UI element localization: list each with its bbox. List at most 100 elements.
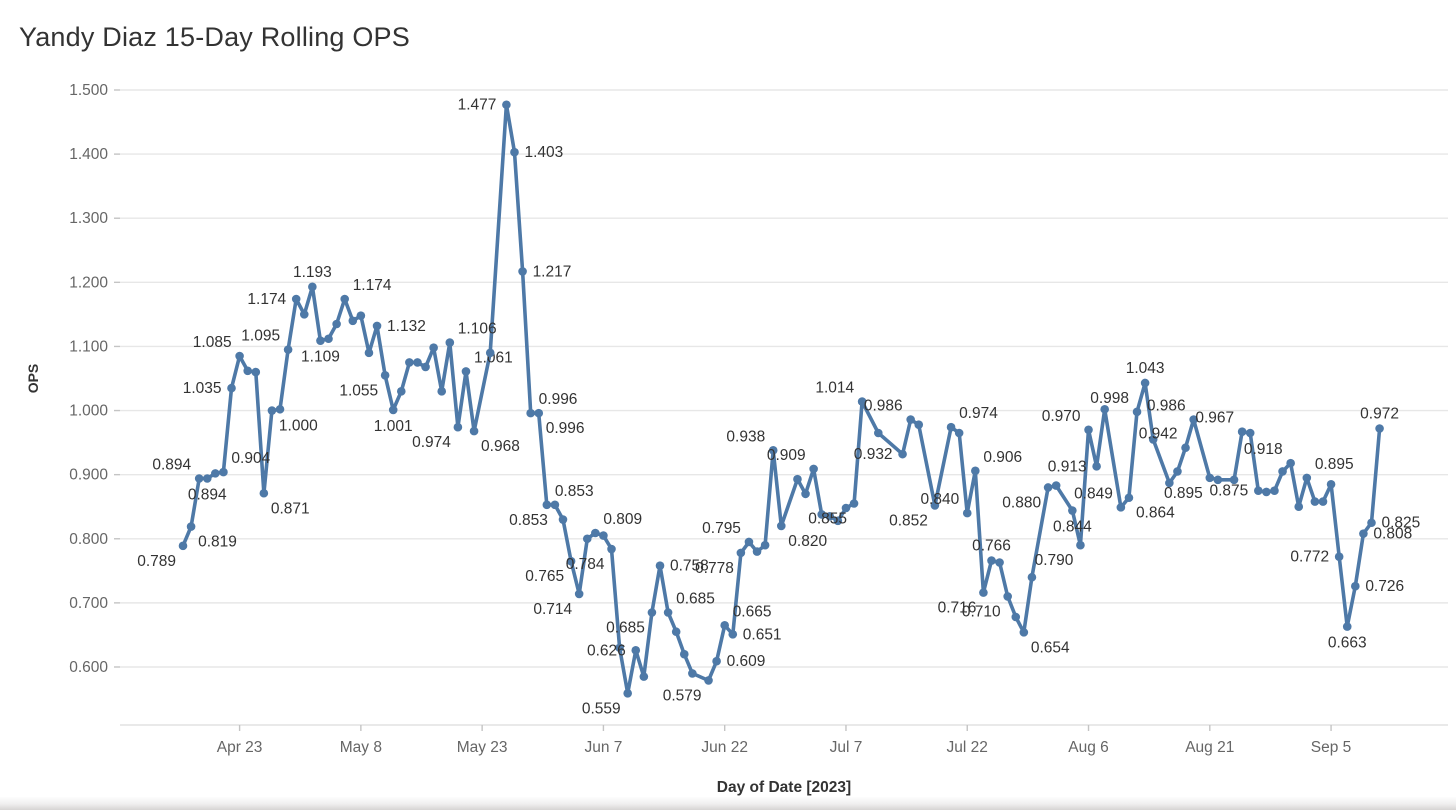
data-point[interactable] xyxy=(445,338,455,347)
data-point[interactable] xyxy=(396,387,406,396)
data-point[interactable] xyxy=(558,515,568,524)
data-point[interactable] xyxy=(647,608,657,617)
data-point[interactable] xyxy=(663,608,673,617)
data-point[interactable] xyxy=(1124,493,1134,503)
data-point[interactable] xyxy=(372,321,382,331)
data-point[interactable] xyxy=(987,556,996,565)
data-point[interactable] xyxy=(1116,503,1126,512)
data-point[interactable] xyxy=(825,512,835,521)
data-point[interactable] xyxy=(202,474,212,483)
data-point[interactable] xyxy=(1375,424,1384,433)
data-point[interactable] xyxy=(1334,552,1344,562)
data-point[interactable] xyxy=(1367,518,1376,528)
data-point[interactable] xyxy=(768,445,778,455)
data-point[interactable] xyxy=(1181,443,1190,453)
data-point[interactable] xyxy=(243,366,252,376)
data-point[interactable] xyxy=(623,688,632,698)
data-point[interactable] xyxy=(688,669,697,678)
data-point[interactable] xyxy=(631,646,641,655)
data-point[interactable] xyxy=(712,656,721,666)
data-point[interactable] xyxy=(1132,407,1142,417)
data-point[interactable] xyxy=(421,362,430,372)
data-point[interactable] xyxy=(267,406,277,415)
data-point[interactable] xyxy=(1262,487,1271,497)
data-point[interactable] xyxy=(1359,529,1368,538)
data-point[interactable] xyxy=(671,627,681,637)
data-point[interactable] xyxy=(332,319,341,329)
data-point[interactable] xyxy=(793,474,802,484)
data-point[interactable] xyxy=(954,428,964,438)
data-point[interactable] xyxy=(1318,497,1328,506)
data-point[interactable] xyxy=(1278,467,1287,476)
data-point[interactable] xyxy=(1084,425,1093,435)
data-point[interactable] xyxy=(299,310,309,319)
data-point[interactable] xyxy=(1270,486,1279,495)
data-point[interactable] xyxy=(962,508,972,518)
data-point[interactable] xyxy=(1068,506,1077,515)
data-point[interactable] xyxy=(542,500,552,510)
data-point[interactable] xyxy=(582,534,592,544)
data-point[interactable] xyxy=(809,464,818,474)
data-point[interactable] xyxy=(178,541,188,551)
data-point[interactable] xyxy=(356,311,366,320)
data-point[interactable] xyxy=(841,503,851,513)
data-point[interactable] xyxy=(574,589,584,599)
data-point[interactable] xyxy=(639,672,649,681)
data-point[interactable] xyxy=(1351,581,1360,591)
data-point[interactable] xyxy=(235,351,244,361)
data-point[interactable] xyxy=(720,621,729,630)
data-point[interactable] xyxy=(833,516,843,526)
data-point[interactable] xyxy=(1254,486,1263,495)
data-point[interactable] xyxy=(979,588,988,597)
data-point[interactable] xyxy=(1342,622,1352,631)
data-point[interactable] xyxy=(380,370,390,380)
data-point[interactable] xyxy=(518,267,527,276)
data-point[interactable] xyxy=(615,643,624,653)
data-point[interactable] xyxy=(348,316,358,326)
data-point[interactable] xyxy=(388,405,398,415)
data-point[interactable] xyxy=(728,629,738,639)
data-point[interactable] xyxy=(1310,497,1320,506)
data-point[interactable] xyxy=(906,415,915,424)
data-point[interactable] xyxy=(1286,458,1295,468)
data-point[interactable] xyxy=(291,294,301,304)
data-point[interactable] xyxy=(510,147,519,157)
data-point[interactable] xyxy=(1140,378,1150,388)
data-point[interactable] xyxy=(914,420,924,429)
data-point[interactable] xyxy=(971,466,980,476)
data-point[interactable] xyxy=(1165,478,1174,488)
data-point[interactable] xyxy=(1205,473,1215,483)
data-point[interactable] xyxy=(591,528,600,538)
data-point[interactable] xyxy=(194,474,204,483)
data-point[interactable] xyxy=(1173,467,1182,476)
data-point[interactable] xyxy=(1011,612,1021,622)
data-point[interactable] xyxy=(1213,475,1223,485)
data-point[interactable] xyxy=(1237,427,1247,437)
data-point[interactable] xyxy=(849,499,859,508)
data-point[interactable] xyxy=(550,500,560,510)
data-point[interactable] xyxy=(655,561,665,570)
data-point[interactable] xyxy=(502,100,511,110)
data-point[interactable] xyxy=(485,348,495,358)
data-point[interactable] xyxy=(1027,572,1037,582)
data-point[interactable] xyxy=(259,488,269,498)
data-point[interactable] xyxy=(469,426,479,436)
data-point[interactable] xyxy=(340,294,350,304)
data-point[interactable] xyxy=(752,547,762,556)
data-point[interactable] xyxy=(227,383,236,393)
data-point[interactable] xyxy=(736,548,746,558)
data-point[interactable] xyxy=(874,428,883,438)
data-point[interactable] xyxy=(1051,481,1061,490)
data-point[interactable] xyxy=(946,422,956,432)
data-point[interactable] xyxy=(704,676,713,685)
data-point[interactable] xyxy=(1148,435,1158,444)
data-point[interactable] xyxy=(405,358,414,367)
data-point[interactable] xyxy=(429,343,438,353)
data-point[interactable] xyxy=(283,345,293,354)
data-point[interactable] xyxy=(679,649,689,659)
data-point[interactable] xyxy=(566,556,576,566)
data-point[interactable] xyxy=(1294,502,1304,512)
data-point[interactable] xyxy=(857,397,867,406)
data-point[interactable] xyxy=(211,469,220,478)
data-point[interactable] xyxy=(364,348,374,358)
